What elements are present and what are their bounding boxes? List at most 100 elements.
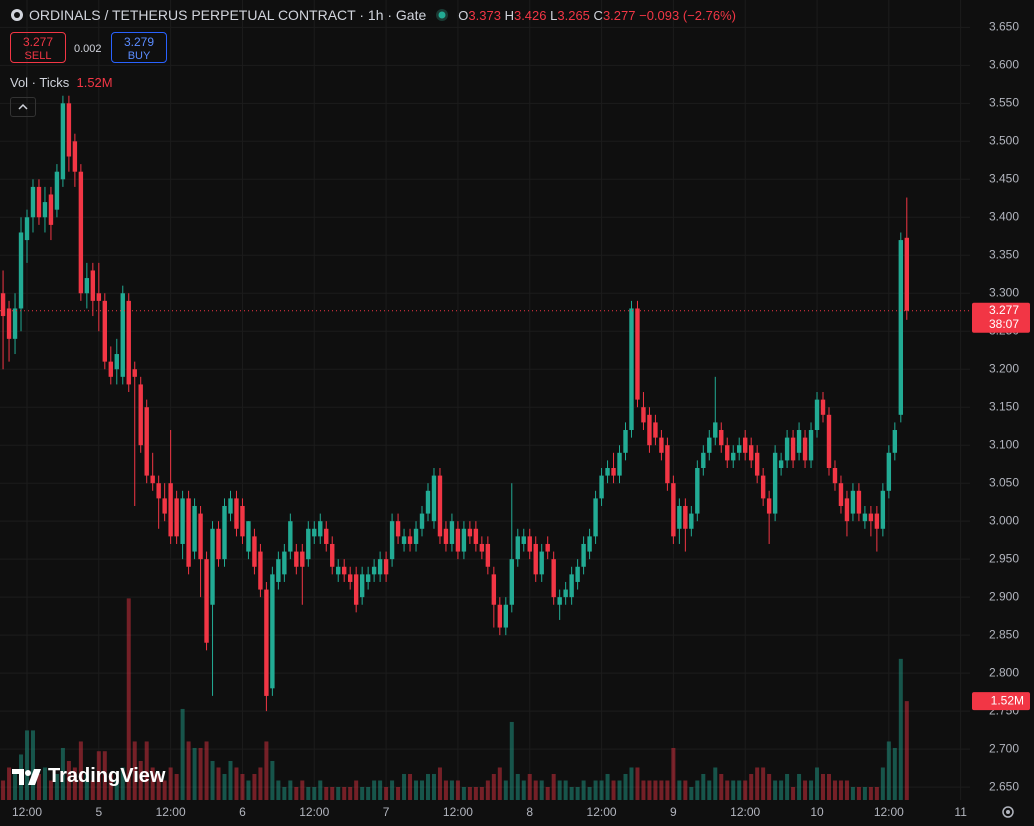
volume-bar (96, 751, 101, 800)
volume-bar (815, 767, 820, 800)
candle-body (880, 490, 886, 529)
buy-button[interactable]: 3.279 BUY (111, 32, 167, 63)
volume-bar (72, 767, 77, 800)
volume-bar (288, 780, 293, 800)
candle-body (300, 551, 305, 567)
x-tick-label: 12:00 (587, 805, 617, 819)
x-tick-label: 6 (239, 805, 246, 819)
x-tick-label: 5 (95, 805, 102, 819)
candle-body (204, 559, 209, 643)
candle-body (629, 308, 634, 431)
x-tick-label: 10 (810, 805, 824, 819)
volume-bar (743, 780, 748, 800)
volume-bar (276, 780, 281, 800)
candle-body (575, 566, 580, 582)
volume-bar (66, 760, 71, 800)
candle-body (599, 475, 604, 499)
volume-bar (653, 780, 658, 800)
candle-body (216, 528, 221, 560)
collapse-button[interactable] (10, 97, 36, 117)
candle-body (707, 437, 712, 453)
candle-body (449, 521, 455, 544)
y-tick-label: 3.600 (989, 58, 1019, 72)
candle-body (832, 467, 838, 484)
volume-bar (449, 780, 454, 800)
volume-bar (551, 773, 556, 800)
volume-bar (491, 773, 496, 800)
candle-body (186, 498, 191, 567)
volume-bar (342, 786, 347, 800)
volume-bar (420, 780, 425, 800)
volume-bar (527, 773, 532, 800)
candle-body (844, 498, 850, 522)
candle-body (96, 293, 102, 301)
volume-bar (886, 741, 891, 800)
settings-icon[interactable] (1000, 804, 1016, 820)
candle-body (413, 528, 419, 544)
volume-bar (557, 780, 562, 800)
candle-body (605, 467, 610, 476)
candle-body (886, 452, 892, 491)
volume-bar (467, 786, 472, 800)
candle-body (557, 597, 562, 605)
candle-body (743, 437, 748, 453)
candle-body (665, 445, 670, 484)
sell-button[interactable]: 3.277 SELL (10, 32, 66, 63)
volume-bar (150, 767, 155, 800)
candle-body (347, 574, 353, 582)
change: −0.093 (−2.76%) (639, 7, 736, 23)
volume-bar (25, 730, 29, 800)
volume-bar (1, 780, 6, 800)
volume-bar (198, 747, 203, 800)
volume-bar (868, 786, 873, 800)
candle-body (850, 490, 856, 514)
volume-bar (431, 773, 436, 800)
volume-bar (132, 741, 137, 800)
candle-body (162, 498, 167, 514)
volume-bar (30, 730, 35, 800)
chevron (18, 103, 28, 110)
volume-bar (378, 780, 383, 800)
candle-body (569, 574, 574, 598)
candle-body (725, 445, 730, 461)
volume-bar (7, 767, 12, 800)
volume-bar (874, 786, 879, 800)
candle-body (377, 559, 383, 575)
x-tick-label: 9 (670, 805, 677, 819)
candle-body (66, 103, 72, 157)
candle-body (425, 490, 431, 514)
y-tick-label: 3.150 (989, 399, 1019, 413)
candle-body (545, 543, 550, 552)
volume-bar (234, 767, 239, 800)
candle-body (258, 551, 263, 590)
candle-body (497, 604, 503, 628)
volume-bar (665, 780, 670, 800)
volume-legend: Vol · Ticks 1.52M (10, 75, 113, 90)
candle-body (754, 452, 760, 476)
candle-body (659, 437, 664, 453)
candle-body (150, 475, 155, 484)
volume-bar (826, 773, 831, 800)
tv-logo (12, 768, 41, 785)
candle-body (210, 528, 215, 605)
candle-body (521, 536, 526, 544)
volume-bar (120, 767, 125, 800)
candle-body (294, 551, 299, 567)
h-label: H (504, 7, 514, 23)
c-label: C (593, 7, 603, 23)
candle-body (144, 407, 149, 476)
candle-body (431, 475, 437, 522)
y-tick-label: 3.500 (989, 133, 1019, 147)
candle-body (874, 513, 880, 529)
candle-body (282, 551, 287, 575)
volume-bar (270, 760, 275, 800)
volume-bar (348, 786, 353, 800)
volume-bar (48, 780, 53, 800)
volume-bar (677, 780, 682, 800)
status-dot (436, 9, 449, 21)
volume-bar (521, 780, 526, 800)
candle-body (401, 536, 407, 544)
volume-bar (587, 786, 592, 800)
symbol-icon (11, 9, 23, 21)
volume-bar (803, 780, 808, 800)
